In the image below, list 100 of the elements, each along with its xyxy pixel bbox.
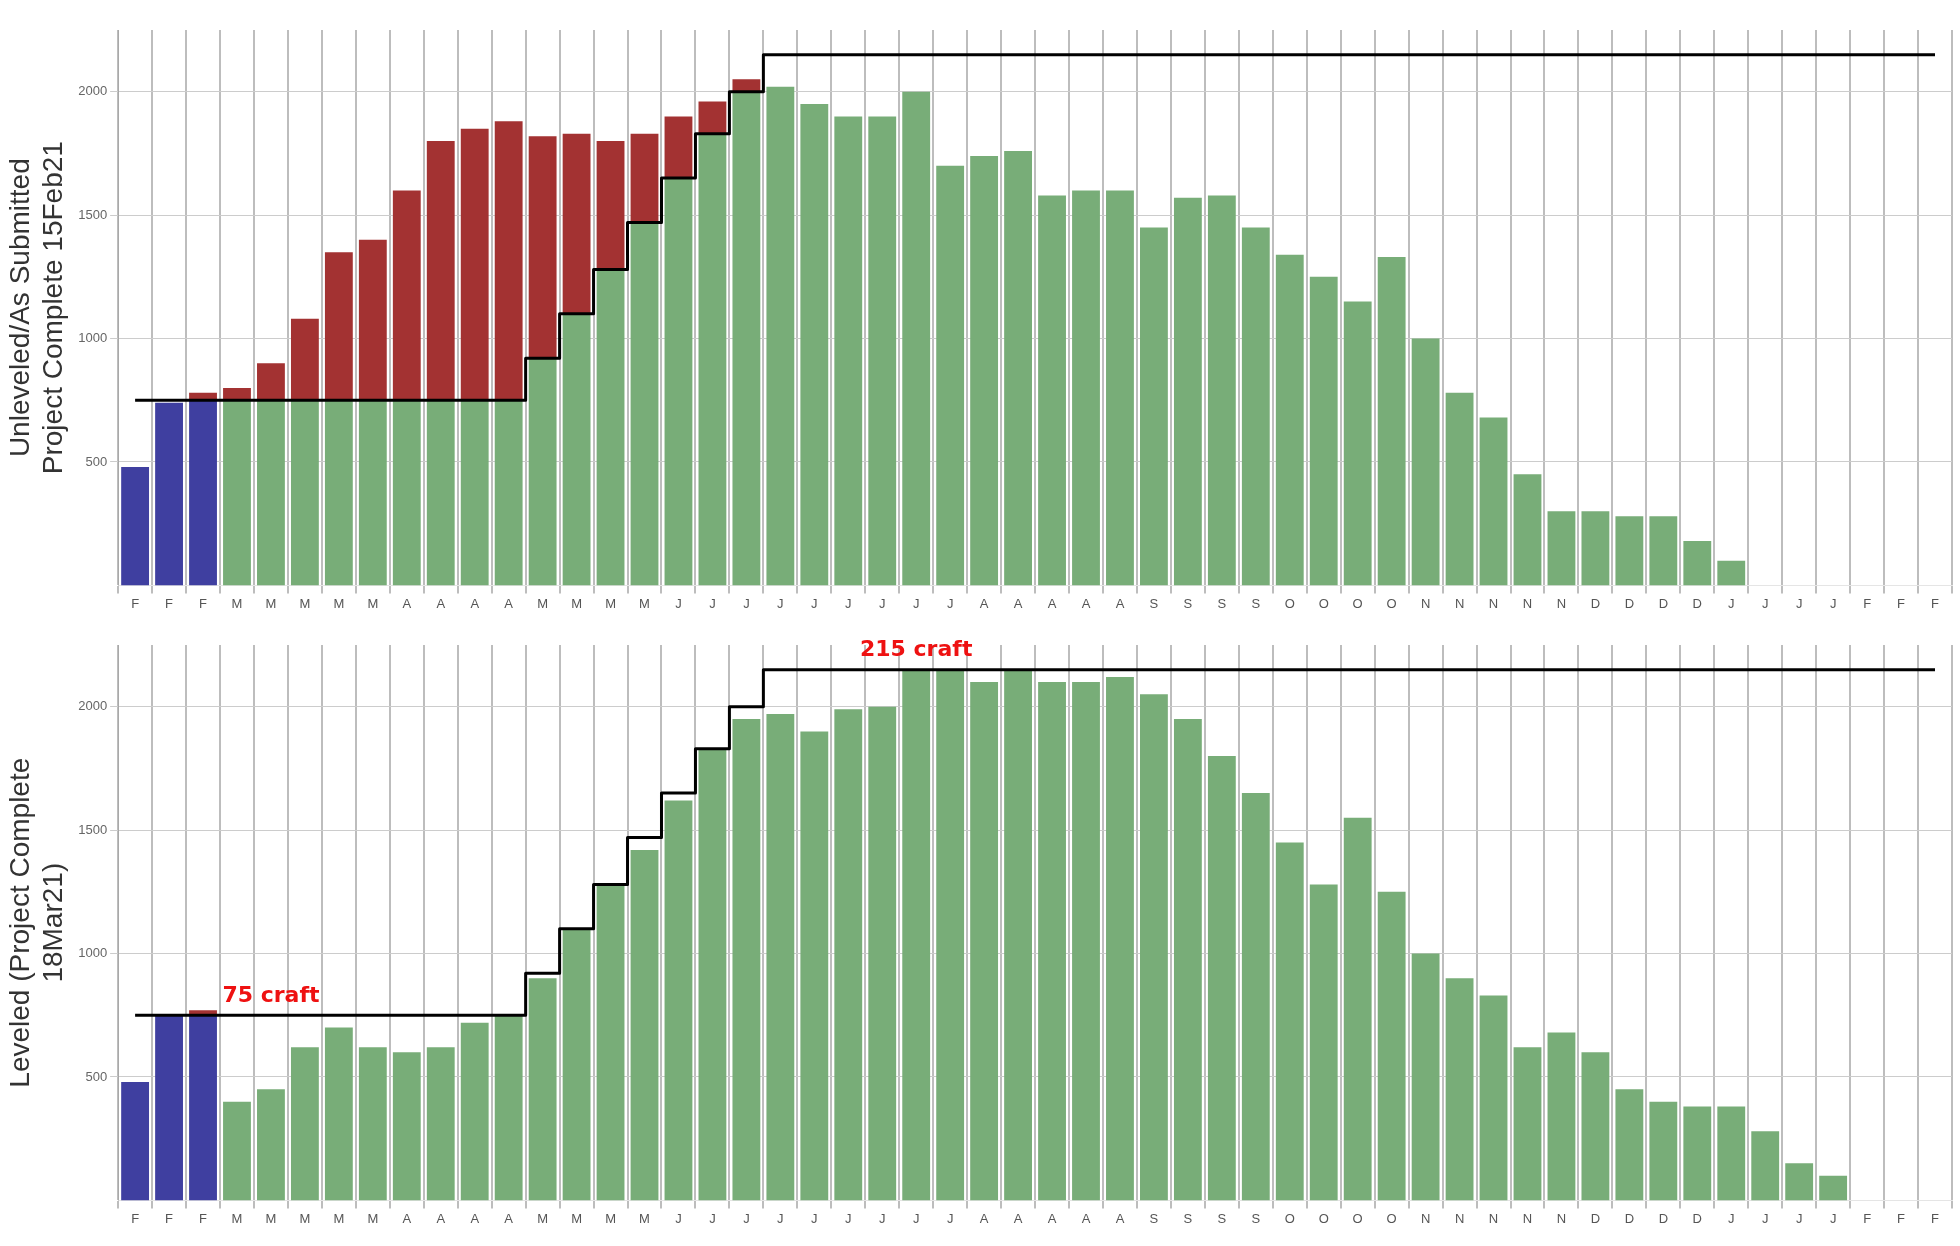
bar (834, 709, 863, 1201)
x-tick-label: N (1454, 1210, 1465, 1226)
x-tick-label: N (1556, 595, 1567, 611)
x-tick-label: M (537, 595, 549, 611)
x-tick-label: A (470, 595, 480, 611)
x-tick-label: F (165, 595, 174, 611)
bar (596, 269, 625, 586)
bar (1649, 1101, 1678, 1201)
bar (664, 178, 693, 586)
x-tick-label: J (946, 595, 954, 611)
bar (596, 141, 625, 270)
bar (392, 190, 421, 401)
x-tick-label: J (811, 1210, 818, 1226)
bar (290, 400, 319, 586)
bar (358, 400, 387, 586)
x-tick-label: J (1829, 595, 1837, 611)
x-tick-label: J (675, 595, 682, 611)
bar (1275, 842, 1304, 1201)
bar (1275, 254, 1304, 586)
x-tick-label: A (436, 1210, 446, 1226)
x-tick-label: S (1217, 1210, 1227, 1226)
x-tick-label: M (333, 1210, 345, 1226)
x-tick-label: J (1795, 1210, 1803, 1226)
x-tick-label: D (1624, 1210, 1635, 1226)
bar (223, 1101, 251, 1201)
bar (936, 165, 965, 586)
x-tick-label: O (1318, 595, 1329, 611)
x-tick-label: J (845, 595, 852, 611)
x-tick-label: M (605, 595, 616, 611)
bar (324, 1027, 353, 1201)
x-tick-label: M (231, 1210, 243, 1226)
bar (936, 669, 965, 1201)
bar (562, 133, 591, 314)
bar (1343, 817, 1372, 1201)
bar (1377, 891, 1406, 1201)
x-tick-label: M (571, 1210, 583, 1226)
bar (630, 222, 659, 586)
bar (1207, 756, 1236, 1201)
bar (630, 849, 659, 1201)
x-tick-label: M (299, 1210, 311, 1226)
x-tick-label: O (1284, 1210, 1295, 1226)
bar (290, 318, 319, 401)
bar (392, 1052, 421, 1201)
bar (766, 86, 795, 586)
bar (1106, 677, 1134, 1201)
bar (868, 706, 897, 1201)
x-tick-label: D (1692, 595, 1702, 611)
bar (426, 400, 455, 586)
x-tick-label: M (639, 595, 650, 611)
x-tick-label: N (1420, 1210, 1431, 1226)
bar (1717, 1106, 1746, 1201)
bar (800, 104, 829, 586)
bar (257, 400, 285, 586)
bar (223, 400, 251, 586)
bar (392, 400, 421, 586)
bar (257, 363, 285, 401)
bar (1615, 1089, 1644, 1201)
bar (257, 1089, 285, 1201)
bar (1241, 793, 1270, 1201)
y-tick-label: 1000 (78, 945, 108, 961)
x-tick-label: N (1522, 1210, 1533, 1226)
x-tick-label: F (131, 595, 140, 611)
bar (698, 101, 727, 134)
bar (324, 252, 353, 401)
x-tick-label: S (1149, 1210, 1159, 1226)
x-tick-label: A (402, 595, 412, 611)
x-tick-label: M (265, 595, 277, 611)
bar (732, 91, 761, 586)
bar (1411, 953, 1440, 1201)
bar (1581, 511, 1610, 586)
bar (1547, 511, 1576, 586)
x-tick-label: A (1047, 595, 1057, 611)
bar (630, 133, 659, 223)
x-tick-label: M (639, 1210, 650, 1226)
bar (1683, 1106, 1712, 1201)
x-tick-label: A (504, 1210, 514, 1226)
bar (1343, 301, 1372, 586)
x-tick-label: M (367, 595, 379, 611)
bar (562, 313, 591, 586)
x-tick-label: J (946, 1210, 954, 1226)
annotation: 75 craft (222, 981, 320, 1007)
x-tick-label: J (878, 1210, 886, 1226)
x-tick-label: J (1795, 595, 1803, 611)
x-tick-label: J (1728, 1210, 1735, 1226)
bar (1309, 884, 1338, 1201)
y-tick-label: 500 (85, 453, 108, 469)
y-tick-label: 1500 (78, 821, 108, 837)
bar (868, 116, 897, 586)
x-tick-label: J (1728, 595, 1735, 611)
annotation: 215 craft (859, 636, 973, 662)
bar (426, 141, 455, 401)
bar (800, 731, 829, 1201)
bar (1004, 669, 1032, 1201)
bar (155, 402, 183, 586)
x-tick-label: J (811, 595, 818, 611)
x-tick-label: F (1863, 1210, 1872, 1226)
x-tick-label: J (743, 595, 750, 611)
y-tick-label: 2000 (78, 698, 108, 714)
x-tick-label: D (1658, 595, 1669, 611)
x-tick-label: S (1149, 595, 1159, 611)
